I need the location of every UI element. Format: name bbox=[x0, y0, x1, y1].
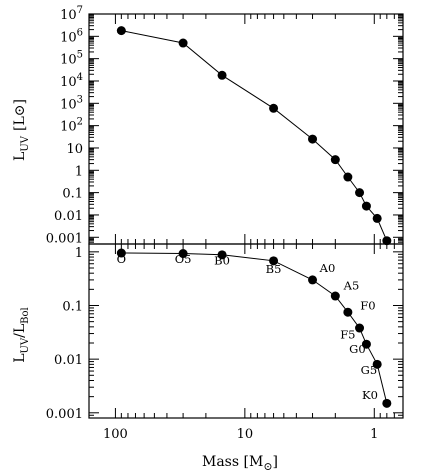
y-tick-label: 1 bbox=[75, 164, 83, 179]
data-point bbox=[361, 339, 371, 349]
data-point bbox=[355, 188, 365, 198]
bottom-y-axis-label: LUV/LBol bbox=[12, 307, 31, 363]
spectral-type-label: B0 bbox=[214, 254, 230, 268]
data-point bbox=[116, 26, 126, 36]
data-point bbox=[269, 103, 279, 113]
spectral-type-label: O bbox=[117, 252, 126, 266]
plot-frame bbox=[88, 13, 404, 245]
spectral-type-label: O5 bbox=[175, 252, 192, 266]
data-point bbox=[361, 201, 371, 211]
data-point bbox=[355, 323, 365, 333]
data-point bbox=[372, 359, 382, 369]
spectral-type-label: G5 bbox=[361, 363, 378, 377]
y-tick-label: 0.1 bbox=[62, 187, 83, 202]
data-point bbox=[343, 307, 353, 317]
y-tick-label: 102 bbox=[60, 117, 83, 135]
data-point bbox=[382, 398, 392, 408]
x-tick-label: 10 bbox=[237, 427, 254, 442]
y-tick-label: 0.1 bbox=[62, 299, 83, 314]
data-point bbox=[269, 256, 279, 266]
series-line bbox=[121, 30, 388, 241]
data-point bbox=[217, 250, 227, 260]
x-tick-label: 1 bbox=[370, 427, 378, 442]
data-point bbox=[116, 248, 126, 258]
spectral-type-label: K0 bbox=[362, 388, 378, 402]
y-tick-label: 104 bbox=[60, 72, 83, 90]
spectral-type-label: B5 bbox=[266, 262, 282, 276]
y-tick-label: 106 bbox=[60, 27, 83, 45]
data-point bbox=[372, 213, 382, 223]
spectral-type-label: A5 bbox=[343, 278, 360, 292]
data-point bbox=[178, 249, 188, 259]
y-tick-label: 1 bbox=[75, 246, 83, 261]
data-point bbox=[330, 155, 340, 165]
data-point bbox=[217, 70, 227, 80]
data-point bbox=[308, 275, 318, 285]
y-tick-label: 10 bbox=[66, 142, 83, 157]
plot-frame bbox=[88, 243, 404, 419]
y-tick-label: 103 bbox=[60, 94, 83, 112]
y-tick-label: 107 bbox=[60, 5, 83, 23]
y-tick-label: 0.01 bbox=[54, 353, 83, 368]
y-tick-label: 105 bbox=[60, 50, 83, 68]
data-point bbox=[382, 236, 392, 246]
y-tick-label: 0.001 bbox=[46, 407, 83, 422]
data-point bbox=[308, 134, 318, 144]
spectral-type-label: F0 bbox=[360, 298, 375, 312]
data-point bbox=[178, 38, 188, 48]
x-tick-label: 100 bbox=[103, 427, 128, 442]
spectral-type-label: F5 bbox=[340, 328, 355, 342]
top-y-axis-label: LUV[L⊙] bbox=[12, 99, 31, 161]
y-tick-label: 0.001 bbox=[46, 231, 83, 246]
spectral-type-label: G0 bbox=[349, 342, 366, 356]
spectral-type-label: A0 bbox=[319, 261, 336, 275]
y-tick-label: 0.01 bbox=[54, 209, 83, 224]
x-axis-label: Mass [M⊙] bbox=[202, 454, 278, 473]
data-point bbox=[330, 291, 340, 301]
data-point bbox=[343, 172, 353, 182]
